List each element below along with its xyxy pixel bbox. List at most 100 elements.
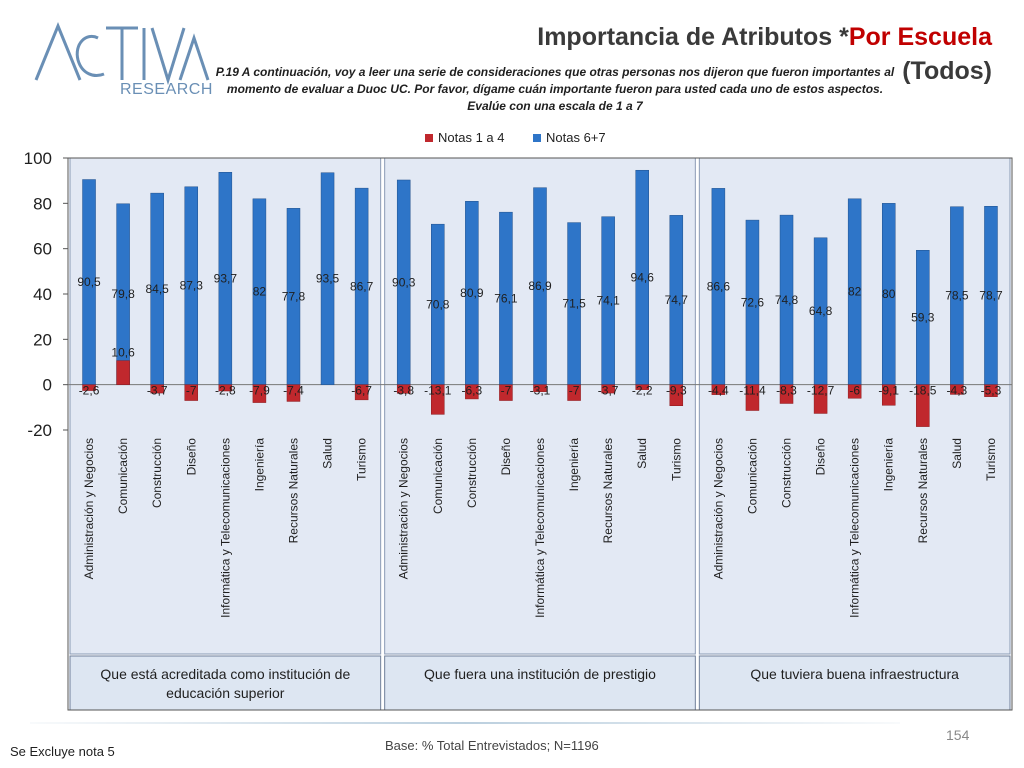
legend-swatch bbox=[533, 134, 541, 142]
data-label-notas-1-4: -4,4 bbox=[708, 384, 729, 398]
group-label: educación superior bbox=[166, 685, 285, 701]
category-label: Ingeniería bbox=[567, 438, 581, 492]
y-tick-label: 20 bbox=[33, 330, 52, 349]
category-label: Salud bbox=[321, 438, 335, 469]
data-label-notas-6-7: 70,8 bbox=[426, 297, 450, 311]
bar-notas-1-4 bbox=[286, 384, 301, 402]
legend-swatch bbox=[425, 134, 433, 142]
data-label-notas-6-7: 93,7 bbox=[214, 271, 238, 285]
y-tick-label: 100 bbox=[24, 149, 52, 168]
bar-notas-1-4 bbox=[499, 384, 513, 401]
category-label: Administración y Negocios bbox=[397, 438, 411, 579]
data-label-notas-1-4: -7 bbox=[186, 384, 197, 398]
data-label-notas-1-4: -4,3 bbox=[947, 384, 968, 398]
category-label: Ingeniería bbox=[882, 438, 896, 492]
footer-divider bbox=[30, 722, 900, 724]
question-text: P.19 A continuación, voy a leer una seri… bbox=[215, 65, 895, 113]
data-label-notas-6-7: 86,6 bbox=[707, 280, 731, 294]
bar-notas-1-4 bbox=[184, 384, 199, 401]
category-label: Administración y Negocios bbox=[82, 438, 96, 579]
data-label-notas-6-7: 79,8 bbox=[111, 287, 135, 301]
bar-notas-1-4 bbox=[218, 384, 233, 392]
bar-notas-1-4 bbox=[150, 384, 164, 394]
data-label-notas-1-4: -13,1 bbox=[424, 384, 452, 398]
bar-notas-1-4 bbox=[881, 384, 896, 406]
bar-notas-1-4 bbox=[465, 384, 479, 400]
data-label-notas-1-4: -7 bbox=[569, 384, 580, 398]
bar-notas-1-4 bbox=[711, 384, 726, 395]
data-label-notas-6-7: 80,9 bbox=[460, 286, 484, 300]
category-label: Recursos Naturales bbox=[916, 438, 930, 543]
bar-notas-1-4 bbox=[950, 384, 964, 395]
data-label-notas-1-4: -7 bbox=[501, 384, 512, 398]
data-label-notas-6-7: 74,7 bbox=[665, 293, 689, 307]
y-tick-label: 40 bbox=[33, 285, 52, 304]
y-tick-label: 80 bbox=[33, 194, 52, 213]
data-label-notas-1-4: -3,8 bbox=[393, 384, 414, 398]
category-label: Salud bbox=[950, 438, 964, 469]
data-label-notas-6-7: 76,1 bbox=[494, 291, 518, 305]
data-label-notas-6-7: 82 bbox=[253, 285, 267, 299]
title-main: Importancia de Atributos * bbox=[537, 23, 849, 51]
bar-notas-1-4 bbox=[431, 384, 445, 415]
data-label-notas-1-4: -3,7 bbox=[598, 384, 619, 398]
bar-notas-1-4 bbox=[567, 384, 581, 401]
group-label: Que tuviera buena infraestructura bbox=[750, 666, 959, 682]
data-label-notas-6-7: 59,3 bbox=[911, 310, 935, 324]
title-red: Por Escuela bbox=[848, 23, 992, 51]
data-label-notas-6-7: 86,9 bbox=[528, 279, 552, 293]
data-label-notas-1-4: -2,2 bbox=[632, 384, 653, 398]
y-tick-label: -20 bbox=[27, 421, 52, 440]
category-label: Diseño bbox=[184, 438, 198, 476]
bar-notas-1-4 bbox=[984, 384, 998, 397]
bar-notas-1-4 bbox=[396, 384, 411, 394]
data-label-notas-6-7: 86,7 bbox=[350, 279, 374, 293]
category-label: Salud bbox=[635, 438, 649, 469]
data-label-notas-1-4: -9,3 bbox=[666, 384, 687, 398]
title-line2: (Todos) bbox=[902, 57, 992, 85]
bar-notas-1-4 bbox=[116, 360, 130, 385]
plot-frame bbox=[67, 157, 1013, 711]
y-tick-label: 60 bbox=[33, 240, 52, 259]
data-label-notas-1-4: -18,5 bbox=[909, 384, 937, 398]
category-label: Recursos Naturales bbox=[601, 438, 615, 543]
footer-note: Se Excluye nota 5 bbox=[10, 744, 115, 759]
data-label-notas-6-7: 78,5 bbox=[945, 289, 969, 303]
bar-notas-1-4 bbox=[779, 384, 794, 404]
data-label-notas-1-4: -7,4 bbox=[283, 384, 304, 398]
category-label: Recursos Naturales bbox=[286, 438, 300, 543]
data-label-notas-1-4: 10,6 bbox=[111, 346, 135, 360]
data-label-notas-6-7: 87,3 bbox=[180, 279, 204, 293]
activa-research-logo: RESEARCH bbox=[34, 22, 213, 98]
bar-notas-1-4 bbox=[916, 384, 930, 427]
group-label-box bbox=[698, 655, 1011, 711]
data-label-notas-1-4: -12,7 bbox=[807, 384, 835, 398]
data-label-notas-6-7: 71,5 bbox=[562, 297, 586, 311]
bar-notas-1-4 bbox=[252, 384, 267, 403]
category-label: Informática y Telecomunicaciones bbox=[848, 438, 862, 618]
data-label-notas-6-7: 78,7 bbox=[979, 288, 1003, 302]
category-label: Diseño bbox=[499, 438, 513, 476]
bar-notas-6-7 bbox=[320, 172, 335, 385]
data-label-notas-1-4: -2,6 bbox=[79, 384, 100, 398]
data-label-notas-6-7: 74,8 bbox=[775, 293, 799, 307]
data-label-notas-6-7: 77,8 bbox=[282, 289, 306, 303]
bar-notas-1-4 bbox=[82, 384, 96, 391]
logo-subtext: RESEARCH bbox=[120, 81, 213, 98]
category-label: Comunicación bbox=[431, 438, 445, 514]
group-label: Que está acreditada como institución de bbox=[100, 666, 350, 682]
bar-notas-1-4 bbox=[745, 384, 760, 411]
data-label-notas-6-7: 64,8 bbox=[809, 304, 833, 318]
category-label: Comunicación bbox=[116, 438, 130, 514]
group-label: Que fuera una institución de prestigio bbox=[424, 666, 656, 682]
bar-notas-1-4 bbox=[669, 384, 684, 406]
bar-notas-1-4 bbox=[813, 384, 828, 414]
category-label: Informática y Telecomunicaciones bbox=[218, 438, 232, 618]
category-label: Turismo bbox=[984, 438, 998, 481]
category-label: Administración y Negocios bbox=[711, 438, 725, 579]
data-label-notas-6-7: 90,3 bbox=[392, 275, 416, 289]
category-label: Turismo bbox=[669, 438, 683, 481]
data-label-notas-6-7: 80 bbox=[882, 287, 896, 301]
group-label-box bbox=[69, 655, 382, 711]
